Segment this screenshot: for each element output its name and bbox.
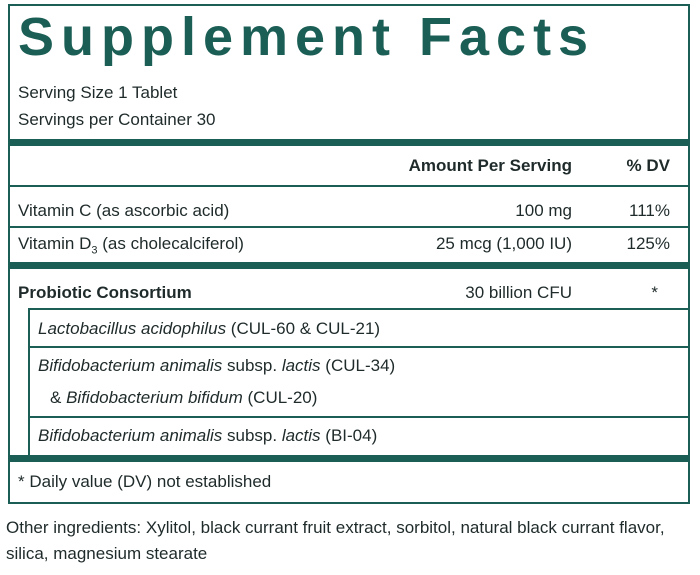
text: & (50, 388, 62, 407)
blend-name: Probiotic Consortium (18, 283, 192, 302)
footnote: * Daily value (DV) not established (18, 472, 272, 491)
divider (28, 416, 690, 418)
probiotic-strain: Bifidobacterium animalis subsp. lactis (… (38, 426, 377, 446)
column-header: Amount Per Serving (408, 156, 572, 175)
nutrient-name: Vitamin D3 (as cholecalciferol) (18, 234, 244, 260)
nutrient-amount: 25 mcg (1,000 IU) (435, 234, 572, 253)
text: (BI-04) (325, 426, 378, 445)
divider (8, 139, 690, 146)
text: Lactobacillus acidophilus (38, 319, 227, 338)
text: Bifidobacterium animalis (38, 426, 223, 445)
text: subsp. (226, 356, 278, 375)
text: Bifidobacterium animalis (38, 356, 223, 375)
text: lactis (281, 356, 321, 375)
probiotic-strain: & Bifidobacterium bifidum (CUL-20) (50, 388, 317, 408)
column-header: % DV (626, 156, 670, 175)
divider (28, 346, 690, 348)
text: (CUL-20) (247, 388, 318, 407)
indent-rule (28, 308, 30, 458)
divider (8, 226, 690, 228)
divider (8, 185, 690, 187)
text: Bifidobacterium bifidum (66, 388, 243, 407)
nutrient-amount: 100 mg (515, 201, 572, 220)
title: Supplement Facts (18, 7, 596, 67)
facts-panel (8, 4, 690, 504)
divider (28, 308, 690, 310)
text: subsp. (226, 426, 278, 445)
divider (8, 455, 690, 462)
probiotic-strain: Lactobacillus acidophilus (CUL-60 & CUL-… (38, 319, 380, 339)
serving-size: Serving Size 1 Tablet (18, 83, 178, 102)
probiotic-strain: Bifidobacterium animalis subsp. lactis (… (38, 356, 395, 376)
text: lactis (281, 426, 321, 445)
text: Vitamin D (18, 234, 92, 253)
servings-per-container: Servings per Container 30 (18, 110, 216, 129)
text: (CUL-60 & CUL-21) (230, 319, 381, 338)
divider (8, 262, 690, 269)
nutrient-dv: 111% (629, 201, 670, 220)
other-ingredients: Other ingredients: Xylitol, black curran… (6, 518, 665, 563)
subscript: 3 (91, 244, 98, 257)
blend-amount: 30 billion CFU (465, 283, 572, 302)
nutrient-name: Vitamin C (as ascorbic acid) (18, 201, 230, 220)
text: (CUL-34) (325, 356, 396, 375)
blend-dv: * (651, 283, 658, 302)
nutrient-dv: 125% (626, 234, 670, 253)
text: (as cholecalciferol) (102, 234, 244, 253)
